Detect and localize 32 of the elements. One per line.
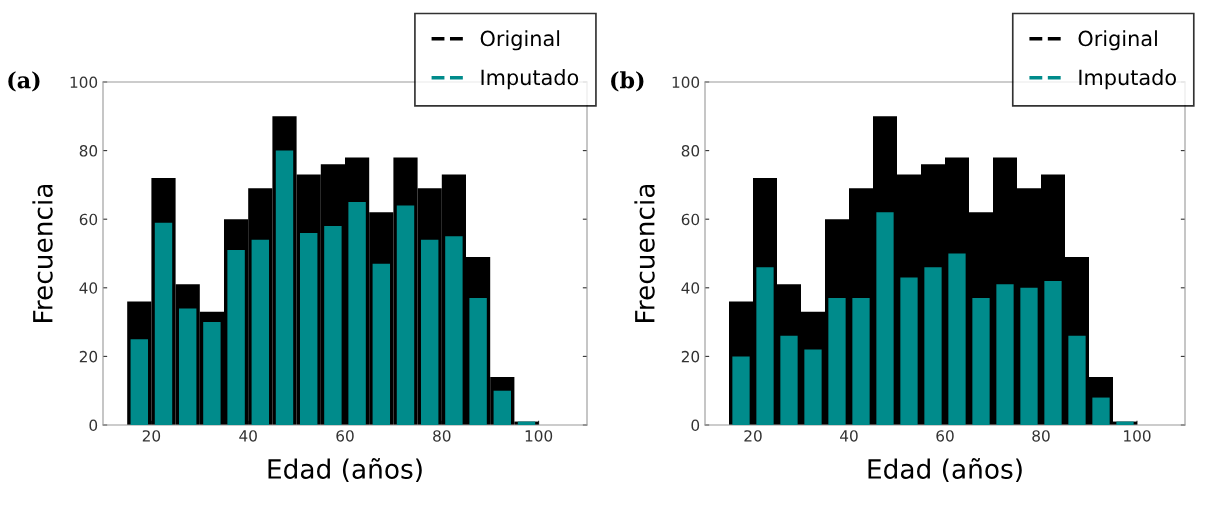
y-tick-label: 80 (79, 145, 98, 157)
y-tick-label: 60 (79, 213, 98, 226)
y-axis-title: Frecuencia (32, 184, 53, 322)
y-tick-label: 40 (681, 282, 700, 294)
y-tick-label: 60 (681, 213, 700, 226)
y-axis-title: Frecuencia (634, 184, 655, 322)
x-tick-label: 100 (525, 430, 553, 442)
y-tick-label: 40 (79, 282, 98, 294)
legend-label: Original (1078, 30, 1157, 51)
x-tick-label: 20 (744, 430, 762, 442)
y-tick-label: 100 (672, 76, 700, 89)
x-tick-label: 80 (1032, 430, 1050, 442)
x-axis-title: Edad (años) (268, 458, 422, 483)
x-tick-label: 60 (336, 430, 354, 442)
x-tick-label: 60 (936, 430, 954, 442)
x-tick-label: 40 (239, 430, 257, 442)
legend-label: Original (480, 30, 560, 51)
legend-label: Imputado (481, 69, 579, 90)
x-tick-label: 80 (433, 430, 451, 442)
x-tick-label: 40 (840, 430, 858, 442)
y-tick-label: 100 (70, 76, 98, 89)
x-tick-label: 20 (142, 430, 161, 442)
y-tick-label: 20 (79, 350, 98, 363)
x-tick-label: 100 (1124, 430, 1151, 442)
legend-label: Imputado (1079, 69, 1176, 90)
y-tick-label: 0 (89, 419, 98, 432)
x-axis-title: Edad (años) (868, 458, 1022, 483)
y-tick-label: 20 (681, 350, 700, 363)
chart-title: (a) (8, 71, 40, 92)
chart-title: (b) (611, 71, 644, 92)
y-tick-label: 0 (691, 419, 700, 432)
y-tick-label: 80 (681, 145, 700, 157)
